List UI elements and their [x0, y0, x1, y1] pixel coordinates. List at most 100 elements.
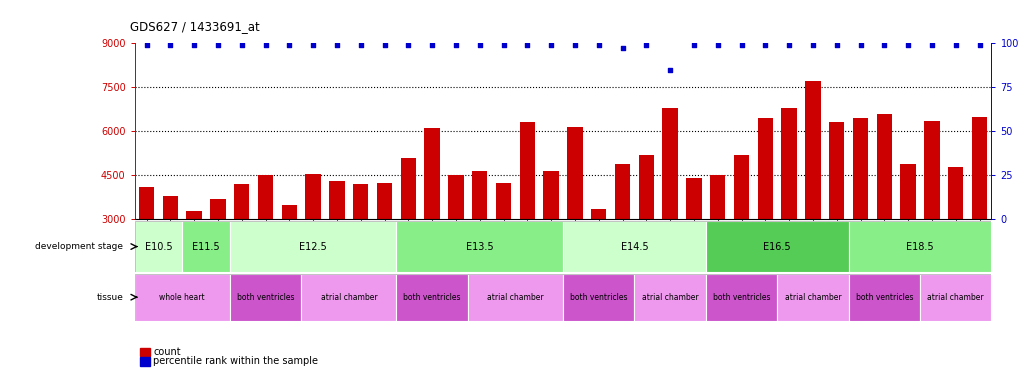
Bar — [686, 178, 701, 308]
Point — [376, 42, 392, 48]
Bar — [233, 184, 250, 308]
Bar — [661, 108, 678, 307]
Point — [495, 42, 512, 48]
Text: E14.5: E14.5 — [620, 242, 648, 252]
Point — [733, 42, 749, 48]
Text: percentile rank within the sample: percentile rank within the sample — [153, 357, 318, 366]
Bar — [828, 122, 844, 308]
Text: atrial chamber: atrial chamber — [641, 292, 698, 302]
Bar — [543, 171, 558, 308]
Point — [139, 42, 155, 48]
Text: E16.5: E16.5 — [762, 242, 791, 252]
Bar — [468, 274, 562, 321]
Point — [685, 42, 701, 48]
Bar — [634, 274, 705, 321]
Bar — [210, 199, 225, 308]
Bar — [182, 221, 229, 272]
Bar — [139, 187, 154, 308]
Bar — [614, 164, 630, 308]
Text: atrial chamber: atrial chamber — [320, 292, 377, 302]
Text: atrial chamber: atrial chamber — [926, 292, 983, 302]
Text: whole heart: whole heart — [159, 292, 205, 302]
Point — [305, 42, 321, 48]
Bar — [733, 155, 749, 308]
Bar — [495, 183, 511, 308]
Point — [970, 42, 986, 48]
Bar — [875, 114, 892, 308]
Text: GDS627 / 1433691_at: GDS627 / 1433691_at — [130, 20, 260, 33]
Point — [567, 42, 583, 48]
Bar — [353, 184, 368, 308]
Bar — [396, 274, 468, 321]
Bar — [447, 176, 464, 308]
Point — [661, 67, 678, 73]
Bar — [638, 155, 653, 308]
Bar — [229, 221, 396, 272]
Bar — [562, 221, 705, 272]
Bar — [281, 205, 297, 308]
Point — [827, 42, 844, 48]
Bar — [472, 171, 487, 308]
Point — [804, 42, 820, 48]
Bar — [900, 164, 915, 308]
Point — [875, 42, 892, 48]
Bar — [705, 274, 776, 321]
Point — [709, 42, 726, 48]
Bar — [919, 274, 990, 321]
Bar — [947, 166, 963, 308]
Bar — [301, 274, 396, 321]
Text: E12.5: E12.5 — [299, 242, 327, 252]
Bar — [424, 128, 439, 308]
Point — [447, 42, 464, 48]
Point — [162, 42, 178, 48]
Point — [899, 42, 915, 48]
Bar — [258, 176, 273, 308]
Bar — [781, 108, 796, 307]
Bar — [567, 127, 582, 308]
Point — [756, 42, 772, 48]
Text: both ventricles: both ventricles — [570, 292, 627, 302]
Point — [424, 42, 440, 48]
Bar — [757, 118, 772, 308]
Text: E13.5: E13.5 — [466, 242, 493, 252]
Bar — [852, 118, 867, 308]
Text: count: count — [153, 347, 180, 357]
Point — [210, 42, 226, 48]
Bar — [305, 174, 321, 308]
Bar — [923, 121, 938, 308]
Bar — [709, 176, 725, 308]
Text: atrial chamber: atrial chamber — [784, 292, 841, 302]
Point — [781, 42, 797, 48]
Text: development stage: development stage — [36, 242, 123, 251]
Text: E10.5: E10.5 — [145, 242, 172, 252]
Text: E18.5: E18.5 — [905, 242, 933, 252]
Text: both ventricles: both ventricles — [712, 292, 769, 302]
Text: E11.5: E11.5 — [192, 242, 220, 252]
Text: both ventricles: both ventricles — [403, 292, 461, 302]
Text: both ventricles: both ventricles — [855, 292, 912, 302]
Point — [638, 42, 654, 48]
Text: tissue: tissue — [97, 292, 123, 302]
Bar — [376, 183, 392, 308]
Bar — [329, 181, 344, 308]
Bar — [590, 209, 606, 308]
Bar — [971, 117, 986, 308]
Point — [923, 42, 940, 48]
Bar — [135, 221, 182, 272]
Point — [233, 42, 250, 48]
Bar — [705, 221, 848, 272]
Bar — [186, 211, 202, 308]
Bar — [400, 158, 416, 308]
Bar — [848, 274, 919, 321]
Bar — [562, 274, 634, 321]
Text: both ventricles: both ventricles — [236, 292, 294, 302]
Point — [613, 45, 630, 51]
Point — [590, 42, 606, 48]
Point — [471, 42, 487, 48]
Bar — [804, 81, 820, 308]
Point — [328, 42, 344, 48]
Bar — [162, 196, 178, 308]
Point — [519, 42, 535, 48]
Point — [281, 42, 298, 48]
Point — [542, 42, 558, 48]
